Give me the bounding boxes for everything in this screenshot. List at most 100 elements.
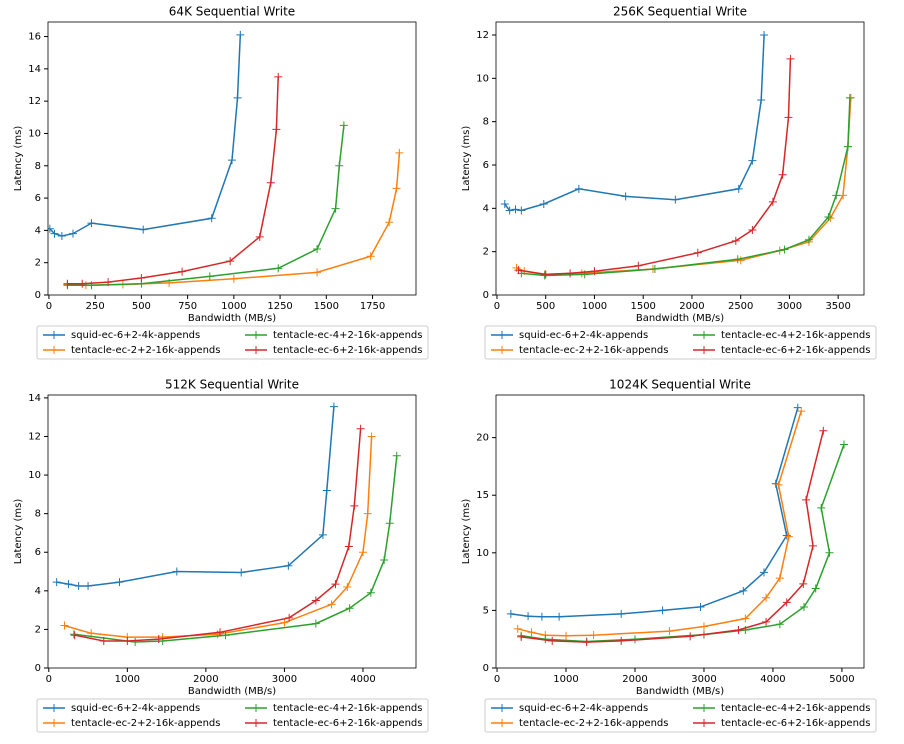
point-marker — [178, 267, 187, 276]
point-marker — [741, 614, 750, 623]
y-tick-label: 12 — [476, 30, 489, 41]
point-marker — [131, 637, 140, 646]
point-marker — [774, 480, 783, 489]
x-tick-label: 1250 — [267, 301, 292, 312]
y-tick-label: 8 — [483, 117, 489, 128]
x-tick-label: 5000 — [829, 674, 854, 685]
x-tick-label: 3500 — [825, 301, 850, 312]
y-tick-label: 5 — [483, 605, 489, 616]
point-marker — [500, 200, 509, 208]
y-tick-label: 6 — [483, 160, 489, 171]
point-marker — [52, 578, 61, 587]
y-tick-label: 4 — [483, 203, 489, 214]
point-marker — [839, 440, 848, 449]
axes-frame — [495, 21, 865, 296]
point-marker — [734, 625, 743, 634]
subplot: 1024K Sequential Write 0 1000 2000 3000 4000 5… — [461, 378, 877, 733]
point-marker — [748, 226, 757, 234]
legend-marker — [50, 704, 58, 712]
point-marker — [233, 93, 242, 102]
point-marker — [505, 206, 514, 215]
point-marker — [366, 588, 375, 597]
legend-marker — [252, 331, 260, 339]
y-tick-label: 2 — [35, 624, 41, 635]
point-marker — [514, 266, 523, 275]
point-marker — [64, 580, 73, 589]
point-marker — [358, 548, 367, 557]
point-marker — [843, 142, 852, 151]
point-marker — [802, 495, 811, 504]
y-tick-label: 15 — [476, 490, 489, 501]
axes-frame — [47, 394, 417, 669]
point-marker — [562, 631, 571, 640]
legend: squid-ec-6+2-4k-appends tentacle-ec-2+2-1… — [484, 325, 877, 360]
plot-area — [500, 31, 855, 280]
y-axis-label: Latency (ms) — [461, 499, 472, 565]
series-line — [521, 430, 825, 643]
point-marker — [811, 584, 820, 593]
x-tick-label: 0 — [494, 301, 500, 312]
point-marker — [555, 612, 564, 621]
point-marker — [274, 72, 283, 81]
legend-label: tentacle-ec-4+2-16k-appends — [273, 703, 422, 714]
x-tick-label: 1000 — [115, 674, 140, 685]
x-tick-label: 0 — [46, 674, 52, 685]
point-marker — [385, 519, 394, 528]
x-tick-label: 2000 — [622, 674, 647, 685]
point-marker — [228, 156, 236, 165]
point-marker — [284, 561, 293, 570]
series-line — [521, 97, 851, 277]
point-marker — [139, 225, 148, 234]
point-marker — [786, 54, 795, 63]
point-marker — [344, 542, 353, 551]
point-marker — [172, 567, 181, 576]
point-marker — [699, 622, 708, 631]
subplot: 512K Sequential Write 0 1000 2000 3000 4000 0 2… — [13, 378, 429, 733]
legend-label: tentacle-ec-6+2-16k-appends — [721, 718, 870, 729]
x-tick-label: 2000 — [193, 674, 218, 685]
point-marker — [87, 219, 96, 228]
y-axis-label: Latency (ms) — [461, 126, 472, 192]
x-tick-label: 0 — [494, 674, 500, 685]
point-marker — [311, 596, 320, 605]
x-tick-label: 4000 — [760, 674, 785, 685]
y-tick-label: 12 — [28, 431, 41, 442]
point-marker — [739, 586, 748, 595]
point-marker — [226, 257, 235, 266]
y-tick-label: 12 — [28, 96, 41, 107]
point-marker — [658, 606, 667, 615]
point-marker — [380, 555, 389, 564]
point-marker — [345, 604, 354, 613]
point-marker — [356, 424, 365, 433]
point-marker — [617, 636, 626, 645]
point-marker — [60, 621, 69, 630]
point-marker — [511, 205, 520, 214]
legend-label: tentacle-ec-6+2-16k-appends — [273, 345, 422, 356]
legend-frame — [36, 325, 429, 360]
x-tick-label: 2500 — [728, 301, 753, 312]
legend-marker — [252, 346, 260, 354]
point-marker — [512, 263, 521, 272]
point-marker — [236, 30, 245, 39]
legend-marker — [498, 704, 506, 712]
x-tick-label: 1000 — [582, 301, 607, 312]
point-marker — [274, 264, 283, 273]
series-line — [64, 436, 373, 638]
x-tick-label: 1000 — [221, 301, 246, 312]
point-marker — [548, 636, 557, 645]
point-marker — [621, 192, 630, 201]
point-marker — [797, 407, 806, 416]
point-marker — [589, 631, 598, 640]
legend-marker — [700, 704, 708, 712]
y-tick-label: 4 — [35, 225, 41, 236]
point-marker — [343, 582, 352, 591]
y-tick-label: 4 — [35, 586, 41, 597]
y-tick-label: 2 — [483, 247, 489, 258]
point-marker — [574, 184, 583, 193]
point-marker — [804, 235, 813, 244]
point-marker — [693, 248, 702, 257]
axes-frame — [495, 394, 865, 669]
x-tick-label: 2000 — [679, 301, 704, 312]
point-marker — [775, 620, 784, 629]
point-marker — [539, 200, 548, 208]
